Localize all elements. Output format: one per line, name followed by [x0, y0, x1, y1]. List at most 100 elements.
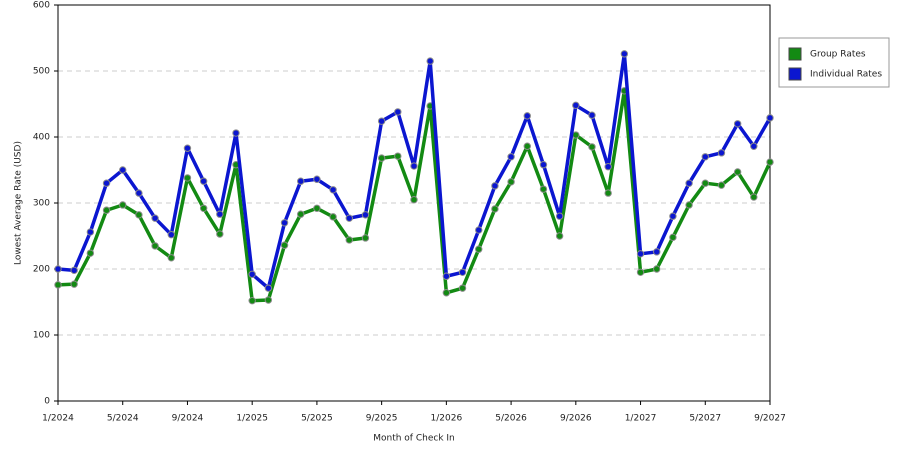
plot-frame: [57, 4, 771, 402]
data-point: [410, 162, 418, 170]
data-point: [685, 179, 693, 187]
data-point: [361, 234, 370, 242]
data-point: [216, 210, 224, 218]
y-tick-label: 300: [33, 199, 50, 209]
data-point: [766, 158, 774, 166]
data-point: [377, 154, 386, 162]
data-point: [248, 270, 256, 278]
x-tick-label: 1/2026: [431, 414, 463, 424]
data-point: [491, 205, 499, 213]
data-point: [475, 245, 483, 253]
data-point: [329, 186, 337, 194]
data-point: [750, 193, 758, 201]
data-point: [458, 268, 467, 276]
x-tick-label: 9/2027: [754, 414, 786, 424]
data-point: [102, 206, 111, 214]
legend-label: Individual Rates: [810, 70, 882, 80]
y-tick-label: 200: [33, 265, 50, 275]
y-tick-label: 600: [33, 1, 50, 11]
data-point: [620, 50, 629, 58]
x-tick-label: 9/2024: [172, 414, 204, 424]
data-point: [394, 152, 402, 160]
x-tick-label: 1/2025: [236, 414, 268, 424]
data-point: [280, 219, 289, 227]
data-point: [199, 204, 208, 212]
data-point: [653, 248, 661, 256]
data-point: [135, 211, 143, 219]
x-tick-label: 1/2024: [42, 414, 74, 424]
data-point: [604, 163, 612, 171]
x-tick-label: 5/2026: [495, 414, 527, 424]
data-point: [669, 233, 677, 242]
data-point: [377, 117, 386, 125]
data-point: [167, 230, 175, 239]
data-point: [523, 112, 531, 120]
data-point: [248, 296, 256, 305]
data-point: [199, 177, 208, 185]
data-point: [766, 114, 774, 122]
data-point: [475, 226, 483, 234]
data-point: [119, 166, 127, 174]
data-point: [458, 284, 467, 292]
data-point: [280, 241, 289, 249]
data-point: [588, 143, 596, 151]
data-point: [685, 201, 693, 209]
data-point: [232, 129, 240, 137]
data-point: [70, 280, 78, 288]
data-point: [183, 144, 192, 152]
data-point: [86, 228, 95, 236]
data-point: [264, 296, 273, 304]
x-tick-label: 1/2027: [625, 414, 657, 424]
data-point: [135, 189, 143, 197]
data-point: [717, 181, 726, 189]
data-point: [313, 204, 321, 212]
data-point: [442, 289, 451, 297]
x-tick-label: 5/2027: [689, 414, 721, 424]
data-point: [183, 174, 192, 182]
x-tick-label: 9/2025: [366, 414, 398, 424]
data-point: [507, 178, 515, 186]
data-point: [669, 212, 677, 220]
legend-label: Group Rates: [810, 50, 866, 60]
data-point: [54, 265, 62, 273]
y-tick-label: 400: [33, 133, 50, 143]
y-tick-label: 100: [33, 331, 50, 341]
data-point: [167, 254, 175, 262]
data-point: [345, 236, 353, 244]
data-point: [151, 242, 159, 250]
data-point: [361, 211, 370, 219]
data-point: [216, 230, 224, 238]
y-tick-label: 500: [33, 67, 50, 77]
data-point: [394, 108, 402, 116]
data-point: [717, 149, 726, 157]
data-point: [345, 214, 353, 222]
data-point: [539, 185, 548, 193]
data-point: [604, 189, 612, 197]
data-point: [588, 111, 596, 119]
data-point: [442, 272, 451, 280]
x-tick-label: 9/2026: [560, 414, 592, 424]
data-point: [733, 120, 742, 128]
data-point: [297, 210, 305, 218]
data-point: [701, 179, 709, 187]
data-point: [733, 168, 742, 176]
x-axis-label: Month of Check In: [373, 434, 455, 444]
data-point: [54, 281, 62, 289]
data-point: [151, 214, 159, 222]
data-point: [539, 161, 548, 169]
data-point: [555, 232, 564, 240]
data-point: [410, 196, 418, 204]
y-tick-label: 0: [44, 397, 50, 407]
data-point: [636, 268, 645, 276]
data-point: [426, 57, 434, 65]
data-point: [523, 142, 531, 150]
x-tick-label: 5/2025: [301, 414, 333, 424]
data-point: [102, 179, 111, 187]
data-point: [329, 213, 337, 221]
data-point: [750, 142, 758, 150]
legend-swatch: [788, 67, 802, 81]
data-point: [653, 265, 661, 273]
legend-swatch: [788, 47, 802, 61]
